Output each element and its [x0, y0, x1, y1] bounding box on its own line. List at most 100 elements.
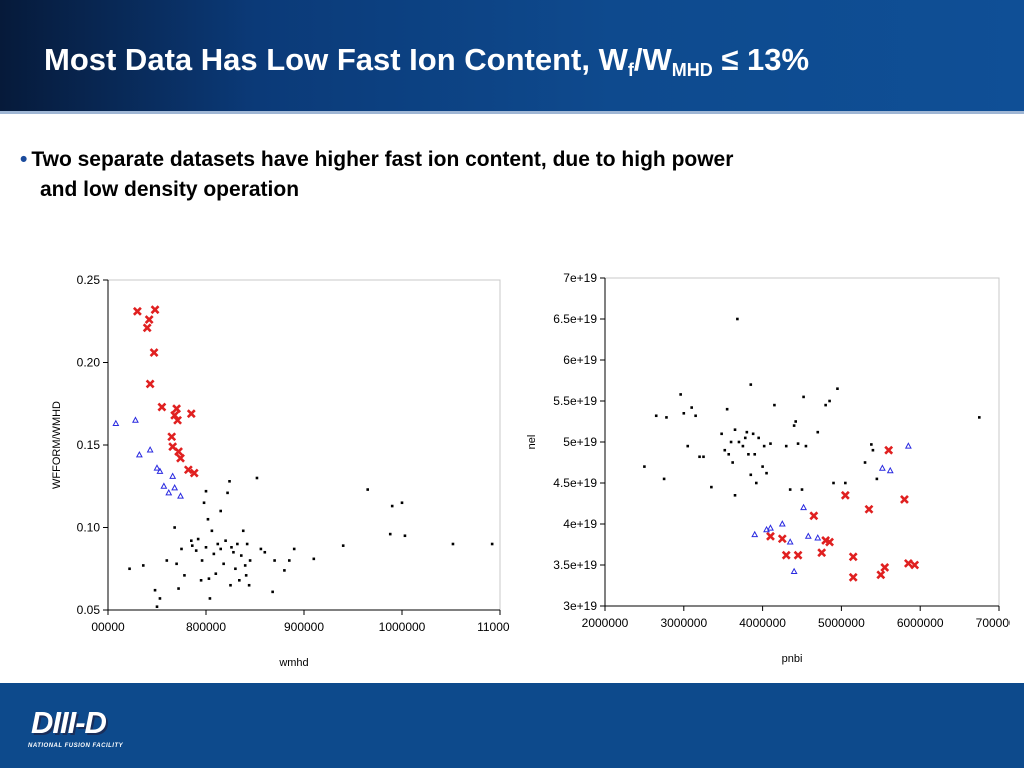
- data-point-red-x: [172, 404, 182, 414]
- data-point-red-x: [880, 563, 890, 572]
- data-point-blue-triangle: [135, 451, 143, 458]
- data-point-black-dot: [196, 537, 200, 541]
- data-point-red-x: [825, 537, 834, 547]
- data-point-black-dot: [723, 448, 727, 452]
- x-stroke: [183, 465, 193, 475]
- data-point-black-dot: [682, 412, 686, 415]
- data-point-blue-triangle: [767, 524, 774, 531]
- data-point-red-x: [840, 490, 850, 500]
- title-end: ≤ 13%: [712, 42, 810, 77]
- data-point-black-dot: [288, 559, 291, 562]
- x-stroke: [809, 511, 819, 521]
- x-stroke: [840, 490, 850, 500]
- data-point-red-x: [150, 305, 160, 315]
- data-point-black-dot: [216, 542, 220, 546]
- data-point-red-x: [173, 415, 182, 425]
- data-point-black-dot: [824, 403, 827, 407]
- bullet-text-line1: Two separate datasets have higher fast i…: [31, 148, 734, 171]
- data-point-black-dot: [229, 583, 232, 587]
- data-point-red-x: [884, 445, 894, 455]
- data-point-black-dot: [312, 557, 316, 561]
- x-stroke: [848, 572, 858, 582]
- footer-bar: [0, 683, 1024, 768]
- data-point-black-dot: [741, 444, 745, 448]
- data-point-blue-triangle: [814, 534, 822, 541]
- logo-subtitle: NATIONAL FUSION FACILITY: [28, 743, 124, 749]
- x-stroke: [157, 402, 167, 412]
- data-point-black-dot: [202, 501, 206, 505]
- x-axis-label: pnbi: [782, 653, 803, 665]
- x-stroke: [880, 563, 890, 572]
- data-point-blue-triangle: [112, 419, 120, 427]
- data-point-black-dot: [679, 393, 682, 396]
- data-point-black-dot: [292, 547, 296, 551]
- data-point-black-dot: [222, 562, 225, 566]
- data-point-black-dot: [283, 569, 286, 572]
- data-point-black-dot: [244, 574, 248, 577]
- x-stroke: [173, 415, 182, 425]
- data-point-red-x: [186, 409, 196, 419]
- y-tick-label: 3.5e+19: [553, 558, 597, 572]
- data-point-black-dot: [247, 583, 251, 587]
- x-stroke: [168, 442, 178, 452]
- data-point-black-dot: [153, 588, 157, 592]
- data-point-black-dot: [273, 559, 276, 562]
- data-point-black-dot: [686, 444, 690, 448]
- data-point-black-dot: [245, 542, 249, 546]
- data-point-blue-triangle: [778, 520, 786, 527]
- y-tick-label: 5.5e+19: [553, 394, 597, 408]
- x-tick-label: 4000000: [739, 616, 786, 630]
- data-point-black-dot: [836, 387, 839, 390]
- x-stroke: [825, 537, 834, 547]
- data-point-red-x: [817, 548, 827, 558]
- data-point-blue-triangle: [146, 446, 154, 453]
- y-tick-label: 0.20: [77, 356, 101, 370]
- data-point-black-dot: [403, 534, 407, 538]
- data-point-black-dot: [177, 587, 180, 590]
- x-stroke: [781, 550, 791, 560]
- data-point-red-x: [176, 453, 185, 463]
- data-point-black-dot: [832, 481, 835, 485]
- data-point-black-dot: [190, 544, 194, 547]
- data-point-red-x: [142, 323, 152, 333]
- data-point-black-dot: [870, 443, 873, 446]
- data-point-black-dot: [702, 455, 705, 459]
- x-stroke: [910, 560, 920, 570]
- data-point-black-dot: [749, 383, 753, 386]
- data-point-black-dot: [802, 395, 805, 399]
- x-tick-label: 1000000: [379, 620, 426, 634]
- data-point-black-dot: [388, 532, 392, 536]
- data-point-red-x: [848, 552, 858, 562]
- y-tick-label: 4.5e+19: [553, 476, 597, 490]
- data-point-blue-triangle: [790, 567, 798, 575]
- data-point-black-dot: [694, 414, 697, 418]
- data-point-blue-triangle: [169, 472, 177, 479]
- data-point-black-dot: [863, 461, 867, 464]
- data-point-black-dot: [747, 453, 750, 456]
- data-point-black-dot: [788, 488, 792, 491]
- data-point-black-dot: [729, 440, 733, 444]
- data-point-black-dot: [255, 476, 259, 480]
- x-stroke: [174, 447, 183, 457]
- data-point-blue-triangle: [800, 503, 808, 511]
- data-point-black-dot: [733, 494, 737, 497]
- x-tick-label: 5000000: [818, 616, 865, 630]
- data-point-black-dot: [451, 542, 455, 546]
- x-stroke: [777, 534, 787, 544]
- data-point-red-x: [183, 465, 193, 475]
- data-point-black-dot: [390, 504, 394, 508]
- data-point-black-dot: [271, 590, 274, 594]
- title-mid: /W: [633, 42, 672, 77]
- x-stroke: [864, 504, 874, 514]
- data-point-black-dot: [753, 453, 757, 456]
- data-point-black-dot: [710, 485, 713, 489]
- data-point-black-dot: [761, 465, 764, 468]
- data-point-red-x: [167, 432, 177, 442]
- x-tick-label: 3000000: [660, 616, 707, 630]
- data-point-red-x: [793, 550, 803, 560]
- data-point-red-x: [170, 410, 180, 420]
- data-point-red-x: [149, 348, 159, 358]
- plot-frame: [604, 277, 1000, 607]
- data-point-black-dot: [194, 549, 198, 552]
- data-point-red-x: [174, 447, 183, 457]
